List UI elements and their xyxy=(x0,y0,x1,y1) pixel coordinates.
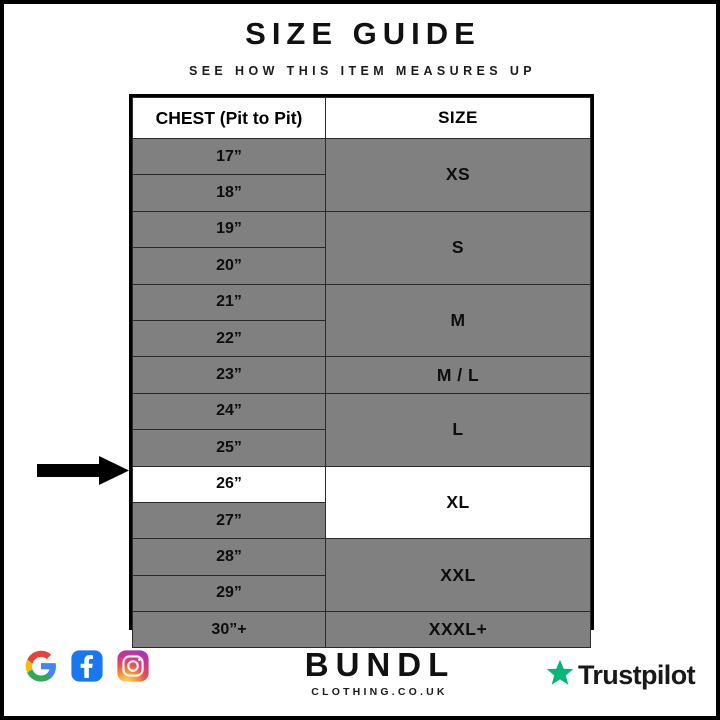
page-subtitle: SEE HOW THIS ITEM MEASURES UP xyxy=(188,63,537,78)
chest-cell: 30”+ xyxy=(132,611,326,649)
size-cell: S xyxy=(325,210,591,285)
size-table-container: CHEST (Pit to Pit) SIZE 17” XS 18” 19” S 20” 2… xyxy=(129,94,594,649)
social-links xyxy=(24,649,150,683)
size-cell: XL xyxy=(325,465,591,540)
table-row: 25” xyxy=(132,429,591,467)
chest-cell: 22” xyxy=(132,319,326,358)
trustpilot-logo[interactable]: Trustpilot xyxy=(545,658,696,693)
column-header-size: SIZE xyxy=(325,97,591,139)
table-row: 27” xyxy=(132,501,591,540)
size-cell: XXXL+ xyxy=(325,611,591,649)
size-table-head: CHEST (Pit to Pit) SIZE xyxy=(132,97,591,139)
size-table-body: 17” XS 18” 19” S 20” 21” M 22” 23” M / L 24” L 25” 26”… xyxy=(132,137,591,649)
instagram-icon[interactable] xyxy=(116,649,150,683)
brand-domain: CLOTHING.CO.UK xyxy=(311,686,448,698)
table-row: 17” XS xyxy=(132,137,591,212)
column-header-chest: CHEST (Pit to Pit) xyxy=(132,97,326,139)
chest-cell: 26” xyxy=(132,465,326,503)
trustpilot-wordmark: Trustpilot xyxy=(578,660,696,690)
size-cell: M xyxy=(325,283,591,358)
chest-cell: 23” xyxy=(132,356,326,394)
facebook-icon[interactable] xyxy=(70,649,104,683)
arrow-right-icon xyxy=(37,456,129,485)
table-row: 19” S xyxy=(132,210,591,285)
table-header-row: CHEST (Pit to Pit) SIZE xyxy=(132,97,591,139)
google-icon[interactable] xyxy=(24,649,58,683)
table-row: 30”+ XXXL+ xyxy=(132,611,591,649)
chest-cell: 20” xyxy=(132,247,326,285)
size-cell: L xyxy=(325,392,591,467)
chest-cell: 29” xyxy=(132,574,326,613)
table-row: 26” XL xyxy=(132,465,591,540)
table-row: 28” XXL xyxy=(132,538,591,613)
size-cell: XS xyxy=(325,138,591,212)
chest-cell: 24” xyxy=(132,392,326,431)
size-table: CHEST (Pit to Pit) SIZE 17” XS 18” 19” S 20” 2… xyxy=(132,97,591,649)
table-row: 24” L xyxy=(132,392,591,467)
table-row: 20” xyxy=(132,247,591,285)
chest-cell: 28” xyxy=(132,538,326,576)
chest-cell: 19” xyxy=(132,210,326,249)
chest-cell: 17” xyxy=(132,137,326,176)
page-title: SIZE GUIDE xyxy=(245,16,481,51)
table-row: 23” M / L xyxy=(132,356,591,394)
chest-cell: 25” xyxy=(132,429,326,467)
table-row: 21” M xyxy=(132,283,591,358)
size-cell: M / L xyxy=(325,356,591,394)
trustpilot-star-icon xyxy=(545,658,575,693)
chest-cell: 27” xyxy=(132,501,326,540)
brand-logo: BUNDL CLOTHING.CO.UK xyxy=(272,648,482,698)
chest-cell: 18” xyxy=(132,174,326,212)
table-row: 18” xyxy=(132,174,591,212)
table-row: 29” xyxy=(132,574,591,613)
brand-name: BUNDL xyxy=(304,646,456,683)
size-cell: XXL xyxy=(325,538,591,613)
page-header: SIZE GUIDE SEE HOW THIS ITEM MEASURES UP xyxy=(4,4,716,78)
page-footer: BUNDL CLOTHING.CO.UK Trustpilot xyxy=(4,640,716,720)
chest-cell: 21” xyxy=(132,283,326,321)
